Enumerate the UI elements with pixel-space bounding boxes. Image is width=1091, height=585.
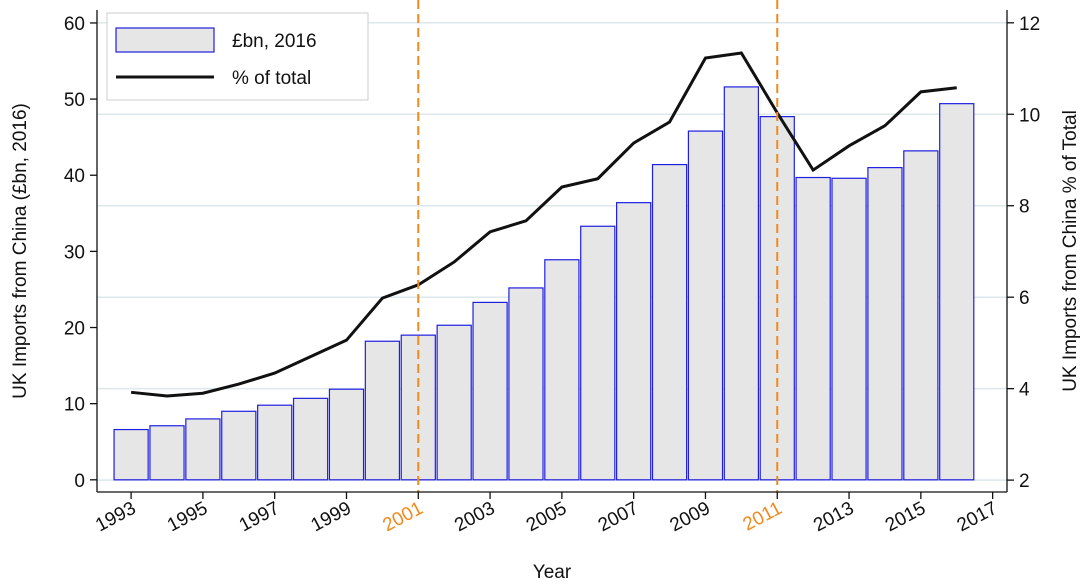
y-tick-label: 20 xyxy=(64,319,85,340)
bar xyxy=(508,287,544,481)
bar xyxy=(580,225,616,481)
bar xyxy=(544,259,580,481)
x-tick-label: 1995 xyxy=(164,498,211,536)
bar xyxy=(831,177,867,481)
y-tick-label: 10 xyxy=(64,395,85,416)
bar xyxy=(221,410,257,481)
x-tick-label: 1997 xyxy=(236,498,283,536)
bar xyxy=(113,428,149,481)
x-tick-label: 2005 xyxy=(523,498,570,536)
y-axis-label: UK Imports from China (£bn, 2016) xyxy=(10,103,31,399)
bar xyxy=(867,167,903,481)
y2-tick-label: 2 xyxy=(1019,471,1030,492)
y2-tick-label: 4 xyxy=(1019,380,1030,401)
line xyxy=(130,51,957,398)
x-axis-label: Year xyxy=(533,562,572,583)
y-tick-label: 0 xyxy=(74,471,85,492)
legend-label: £bn, 2016 xyxy=(232,31,317,52)
bar xyxy=(185,418,221,481)
y2-axis-label: UK Imports from China % of Total xyxy=(1060,110,1081,392)
bar xyxy=(472,301,508,481)
x-tick-label: 2003 xyxy=(451,498,498,536)
y-tick-label: 30 xyxy=(64,242,85,263)
bar xyxy=(903,150,939,481)
bar xyxy=(328,388,365,481)
bar xyxy=(723,86,760,481)
x-tick-label: 2015 xyxy=(882,498,929,536)
y2-tick-label: 12 xyxy=(1019,14,1040,35)
y2-tick-label: 8 xyxy=(1019,197,1030,218)
y-tick-label: 60 xyxy=(64,14,85,35)
x-tick-label: 1993 xyxy=(92,498,139,536)
x-tick-label: 2001 xyxy=(379,498,426,536)
bar xyxy=(687,130,724,481)
y2-tick-label: 6 xyxy=(1019,288,1030,309)
x-tick-label: 2011 xyxy=(740,498,786,536)
x-tick-label: 2007 xyxy=(595,498,642,536)
x-tick-label: 2009 xyxy=(667,498,714,536)
bar xyxy=(939,103,975,481)
bar xyxy=(149,425,185,481)
x-tick-label: 1999 xyxy=(308,498,355,536)
legend-label: % of total xyxy=(232,68,311,89)
bar xyxy=(795,176,831,481)
y2-tick-label: 10 xyxy=(1019,105,1040,126)
x-tick-label: 2017 xyxy=(954,498,1001,536)
bar xyxy=(436,324,472,481)
legend-swatch xyxy=(115,27,215,53)
bar xyxy=(364,340,401,481)
bar xyxy=(616,202,652,481)
bar xyxy=(292,397,329,481)
x-tick-label: 2013 xyxy=(810,498,857,536)
bar xyxy=(651,163,688,481)
y-tick-label: 40 xyxy=(64,166,85,187)
y-tick-label: 50 xyxy=(64,90,85,111)
bar xyxy=(257,404,293,481)
